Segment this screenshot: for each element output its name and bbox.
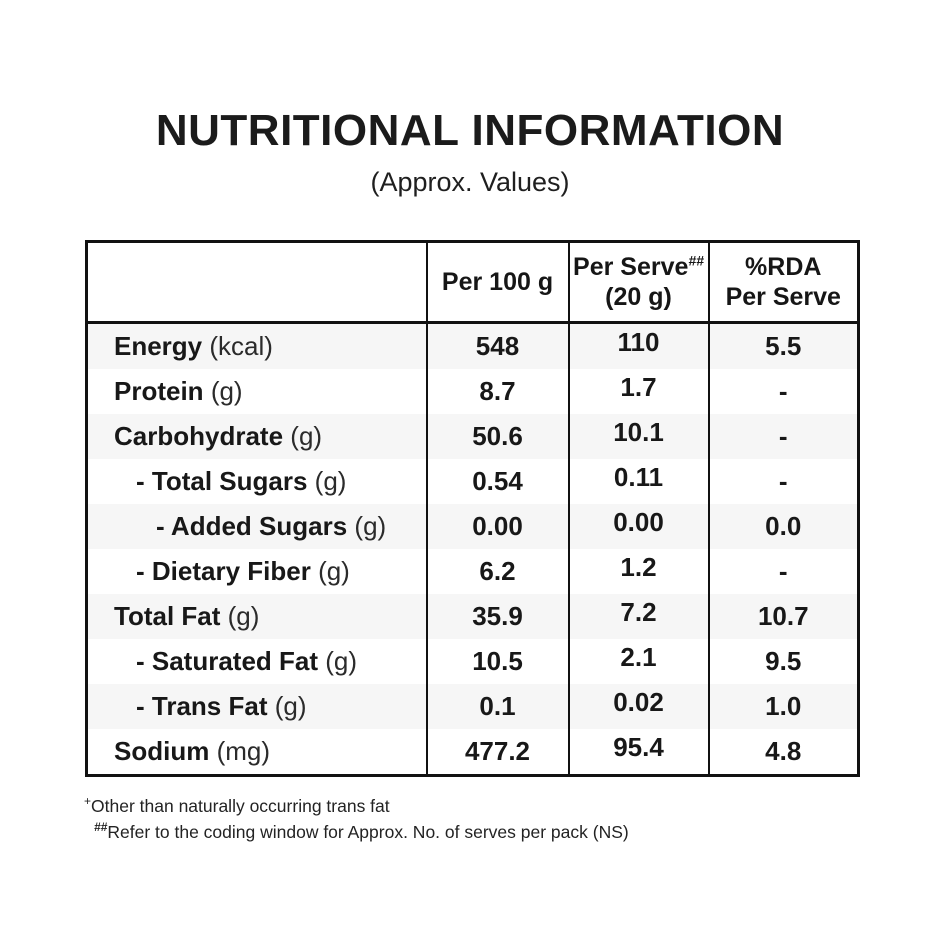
nutrient-name: Protein — [114, 376, 204, 406]
nutrient-name: Total Fat — [114, 601, 221, 631]
footnote-serves-text: Refer to the coding window for Approx. N… — [107, 821, 629, 842]
nutrient-unit: (g) — [325, 646, 358, 676]
value-per-100g: 477.2 — [425, 729, 569, 776]
page-subtitle: (Approx. Values) — [370, 167, 570, 197]
nutrient-unit: (mg) — [216, 736, 271, 766]
nutrient-label-cell: - Total Sugars (g) — [87, 459, 427, 504]
header-per-100g-label: Per 100 g — [441, 268, 554, 296]
per-serve-footnote-marker: ## — [688, 252, 704, 269]
table-row: - Saturated Fat (g) 10.5 2.1 9.5 — [87, 635, 859, 684]
header-rda-line1: %RDA — [745, 253, 822, 281]
value-rda-per-serve: 10.7 — [707, 594, 859, 639]
value-rda-per-serve: - — [707, 549, 859, 594]
nutrient-unit: (g) — [227, 601, 260, 631]
header-per-100g: Per 100 g — [425, 241, 569, 324]
value-rda-per-serve: - — [707, 459, 859, 504]
value-per-serve: 2.1 — [567, 635, 709, 680]
table-row: Total Fat (g) 35.9 7.2 10.7 — [86, 590, 859, 639]
value-per-100g: 50.6 — [425, 414, 569, 459]
header-row: Per 100 g Per Serve## (20 g) %RDA Per Se… — [86, 241, 859, 324]
nutrient-label-cell: - Saturated Fat (g) — [87, 639, 427, 684]
nutrition-table: Per 100 g Per Serve## (20 g) %RDA Per Se… — [85, 240, 860, 777]
table-header: Per 100 g Per Serve## (20 g) %RDA Per Se… — [86, 241, 859, 324]
nutrient-unit: (g) — [318, 556, 350, 586]
value-per-serve: 0.00 — [567, 500, 709, 545]
table-row: Energy (kcal) 548 110 5.5 — [86, 318, 859, 370]
value-per-serve: 1.2 — [567, 545, 709, 590]
table-row: Protein (g) 8.7 1.7 - — [87, 365, 859, 414]
footnote-trans-fat-text: Other than naturally occurring trans fat — [91, 796, 390, 816]
nutrient-unit: (g) — [210, 376, 243, 406]
value-per-serve: 0.02 — [567, 680, 709, 725]
nutrient-unit: (g) — [274, 691, 307, 721]
value-per-100g: 35.9 — [425, 594, 569, 639]
nutrient-label-cell: Carbohydrate (g) — [87, 414, 427, 459]
value-per-100g: 10.5 — [425, 639, 569, 684]
table-body: Energy (kcal) 548 110 5.5 Protein (g) 8.… — [86, 318, 859, 776]
header-rda: %RDA Per Serve — [707, 241, 859, 324]
nutrient-name: - Added Sugars — [156, 511, 348, 541]
nutrient-name: - Dietary Fiber — [136, 556, 311, 586]
footnote-serves: ##Refer to the coding window for Approx.… — [84, 820, 784, 846]
nutrient-label-cell: Sodium (mg) — [87, 729, 427, 776]
nutrient-name: - Total Sugars — [136, 466, 308, 496]
value-per-serve: 1.7 — [567, 365, 709, 410]
header-per-serve: Per Serve## (20 g) — [567, 241, 709, 324]
value-per-serve: 95.4 — [567, 725, 709, 772]
value-rda-per-serve: 0.0 — [707, 504, 859, 549]
value-per-100g: 548 — [425, 322, 569, 369]
nutrient-unit: (g) — [354, 511, 387, 541]
table-row: - Added Sugars (g) 0.00 0.00 0.0 — [86, 500, 859, 549]
value-per-100g: 0.1 — [425, 684, 569, 729]
header-rda-line2: Per Serve — [725, 283, 841, 311]
nutrient-unit: (kcal) — [209, 331, 273, 361]
nutrient-name: Energy — [114, 331, 203, 361]
nutrient-label-cell: Total Fat (g) — [87, 594, 427, 639]
value-rda-per-serve: - — [707, 369, 859, 414]
value-rda-per-serve: - — [707, 414, 859, 459]
nutrient-name: - Trans Fat — [136, 691, 268, 721]
value-per-serve: 110 — [567, 318, 709, 365]
value-rda-per-serve: 9.5 — [707, 639, 859, 684]
value-rda-per-serve: 1.0 — [707, 684, 859, 729]
table-row: Carbohydrate (g) 50.6 10.1 - — [86, 410, 859, 459]
page-title: NUTRITIONAL INFORMATION — [155, 106, 785, 155]
nutrient-label-cell: Protein (g) — [87, 369, 427, 414]
footnote-trans-fat: +Other than naturally occurring trans fa… — [84, 794, 784, 820]
value-per-serve: 7.2 — [567, 590, 709, 635]
nutrient-label-cell: Energy (kcal) — [87, 323, 427, 370]
nutrient-label-cell: - Trans Fat (g) — [87, 684, 427, 729]
nutrient-unit: (g) — [290, 421, 323, 451]
nutrient-label-cell: - Dietary Fiber (g) — [87, 549, 427, 594]
header-blank-cell — [86, 241, 427, 324]
table-row: - Trans Fat (g) 0.1 0.02 1.0 — [86, 680, 859, 729]
value-per-100g: 0.54 — [425, 459, 569, 504]
nutrient-label-cell: - Added Sugars (g) — [87, 504, 427, 549]
value-per-serve: 10.1 — [567, 410, 709, 455]
value-per-100g: 0.00 — [425, 504, 569, 549]
value-per-100g: 8.7 — [425, 369, 569, 414]
header-per-serve-line1: Per Serve## — [570, 252, 708, 282]
value-rda-per-serve: 5.5 — [707, 322, 859, 369]
value-rda-per-serve: 4.8 — [707, 729, 859, 776]
nutrient-name: Sodium — [114, 736, 210, 766]
nutrient-unit: (g) — [314, 466, 347, 496]
footnote-plus-marker: + — [84, 794, 92, 809]
table-row: Sodium (mg) 477.2 95.4 4.8 — [87, 725, 859, 776]
nutrient-name: Carbohydrate — [114, 421, 284, 451]
value-per-100g: 6.2 — [425, 549, 569, 594]
table-row: - Dietary Fiber (g) 6.2 1.2 - — [87, 545, 859, 594]
footnotes: +Other than naturally occurring trans fa… — [84, 794, 784, 846]
header-per-serve-size: (20 g) — [605, 283, 672, 311]
value-per-serve: 0.11 — [567, 455, 709, 500]
footnote-hash-marker: ## — [94, 820, 108, 835]
nutrient-name: - Saturated Fat — [136, 646, 319, 676]
table-row: - Total Sugars (g) 0.54 0.11 - — [87, 455, 859, 504]
header-per-serve-label: Per Serve — [573, 253, 689, 281]
